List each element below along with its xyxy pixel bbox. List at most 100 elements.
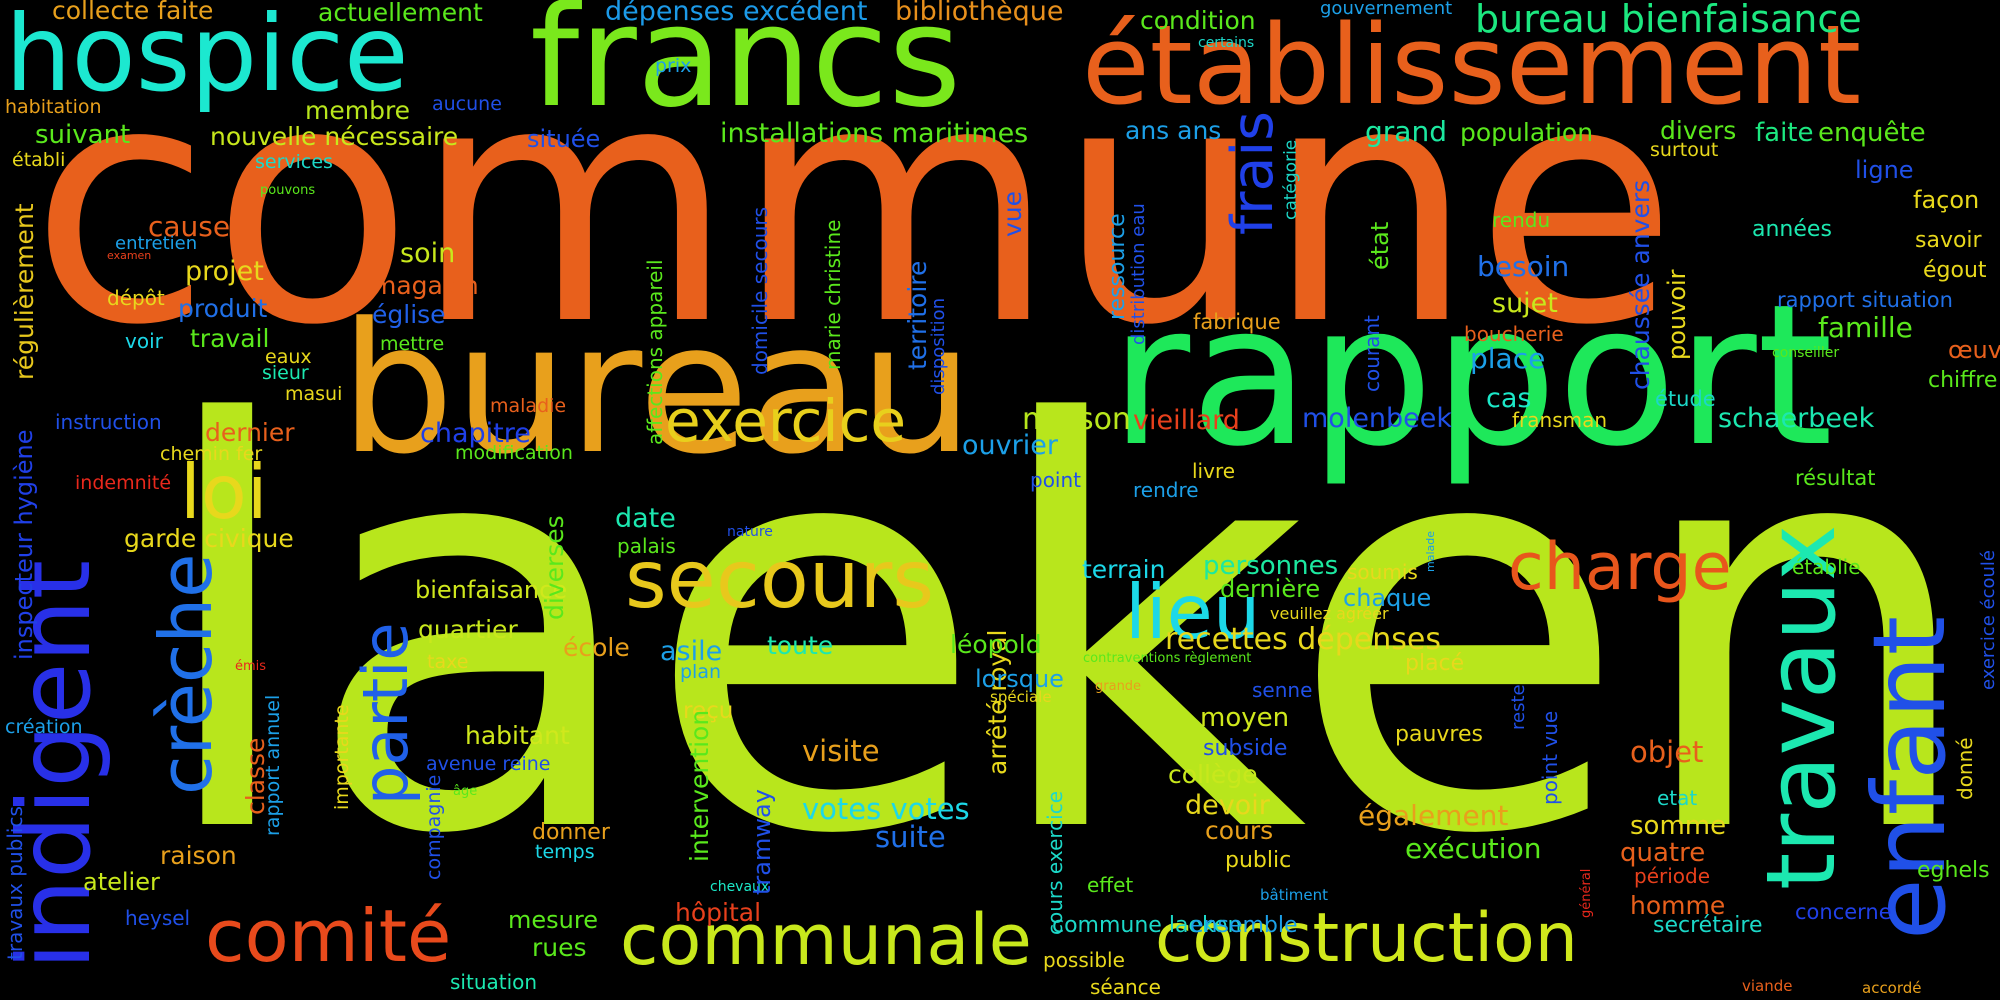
word-139: cours bbox=[1205, 816, 1274, 845]
word-80: toute bbox=[767, 631, 834, 660]
word-138: devoir bbox=[1185, 790, 1270, 821]
word-106: votes votes bbox=[802, 792, 970, 826]
word-94: atelier bbox=[83, 868, 160, 896]
word-79: asile bbox=[660, 636, 723, 667]
word-25: collecte faite bbox=[52, 0, 214, 25]
word-55: magasin bbox=[372, 271, 479, 300]
word-112: spéciale bbox=[990, 688, 1052, 706]
word-77: taxe bbox=[427, 651, 469, 673]
word-151: point vue bbox=[1538, 710, 1562, 805]
word-67: dernier bbox=[205, 418, 295, 447]
word-125: dernière bbox=[1220, 575, 1321, 603]
word-20: frais bbox=[1220, 111, 1286, 235]
word-167: résultat bbox=[1795, 466, 1876, 490]
word-96: temps bbox=[535, 841, 595, 863]
word-143: commune laeken bbox=[1052, 913, 1242, 938]
word-183: besoin bbox=[1477, 250, 1570, 283]
word-189: catégorie bbox=[1281, 139, 1301, 220]
word-147: pauvres bbox=[1395, 722, 1483, 747]
word-102: chevaux bbox=[710, 879, 770, 895]
word-70: modification bbox=[455, 442, 573, 464]
word-103: intervention bbox=[685, 709, 714, 862]
word-179: cas bbox=[1486, 383, 1532, 414]
word-19: exercice bbox=[665, 387, 907, 455]
word-113: date bbox=[615, 503, 676, 534]
word-4: francs bbox=[530, 0, 962, 139]
word-51: entretien bbox=[115, 233, 198, 254]
word-2: rapport bbox=[1110, 262, 1834, 489]
word-93: raison bbox=[160, 841, 237, 870]
word-149: exécution bbox=[1405, 832, 1542, 865]
word-41: faite bbox=[1755, 118, 1814, 148]
word-76: diverses bbox=[540, 515, 569, 620]
word-6: hospice bbox=[5, 0, 409, 115]
word-58: église bbox=[372, 300, 446, 329]
word-37: ans ans bbox=[1125, 116, 1222, 145]
word-115: nature bbox=[727, 524, 773, 540]
word-33: membre bbox=[305, 96, 411, 125]
word-17: lieu bbox=[1125, 568, 1261, 656]
word-114: palais bbox=[617, 534, 676, 558]
word-121: rendre bbox=[1133, 478, 1199, 502]
word-57: produit bbox=[178, 294, 268, 323]
word-42: enquête bbox=[1818, 118, 1926, 148]
word-156: période bbox=[1634, 864, 1711, 888]
word-89: âge bbox=[453, 784, 478, 799]
word-153: somme bbox=[1630, 811, 1727, 841]
word-198: affections appareil bbox=[643, 259, 667, 445]
word-34: suivant bbox=[35, 120, 131, 150]
word-91: compagnie bbox=[423, 774, 445, 880]
word-160: concerne bbox=[1795, 900, 1892, 924]
word-133: grande bbox=[1095, 679, 1142, 694]
word-16: partie bbox=[349, 622, 422, 805]
word-84: création bbox=[5, 716, 83, 738]
word-157: homme bbox=[1630, 891, 1726, 920]
word-168: chiffre bbox=[1928, 368, 1998, 393]
word-98: mesure bbox=[508, 906, 598, 934]
word-8: travaux bbox=[1747, 524, 1857, 890]
word-152: objet bbox=[1630, 735, 1704, 769]
word-163: eghels bbox=[1917, 858, 1990, 883]
word-129: veuillez agréer bbox=[1270, 604, 1389, 623]
word-127: chaque bbox=[1343, 584, 1432, 612]
word-135: moyen bbox=[1200, 703, 1290, 733]
word-182: sujet bbox=[1492, 288, 1558, 319]
word-99: rues bbox=[532, 933, 587, 962]
word-150: reste bbox=[1508, 684, 1529, 730]
word-95: donner bbox=[532, 820, 610, 845]
word-176: schaerbeek bbox=[1718, 403, 1875, 434]
word-46: établi bbox=[12, 149, 66, 171]
word-196: marie christine bbox=[821, 219, 845, 370]
word-75: quartier bbox=[418, 615, 518, 644]
word-48: pouvons bbox=[260, 183, 316, 198]
word-63: sieur bbox=[262, 362, 309, 384]
word-155: etat bbox=[1657, 786, 1698, 810]
word-18: loi bbox=[180, 448, 268, 536]
word-47: services bbox=[255, 151, 333, 173]
word-43: surtout bbox=[1650, 139, 1719, 161]
word-193: vue bbox=[998, 190, 1027, 237]
word-126: soumis bbox=[1347, 560, 1418, 584]
word-21: bureau bienfaisance bbox=[1475, 0, 1862, 41]
word-175: années bbox=[1752, 217, 1832, 242]
word-28: gouvernement bbox=[1320, 0, 1453, 19]
word-118: maison bbox=[1022, 402, 1131, 437]
word-142: bâtiment bbox=[1260, 886, 1328, 904]
word-38: grand bbox=[1365, 115, 1447, 148]
word-172: rapport situation bbox=[1777, 288, 1953, 312]
word-164: donné bbox=[1953, 737, 1977, 800]
word-190: fabrique bbox=[1193, 310, 1281, 334]
word-116: ouvrier bbox=[962, 430, 1058, 461]
word-52: examen bbox=[107, 249, 152, 262]
word-32: aucune bbox=[432, 93, 502, 115]
word-111: lorsque bbox=[975, 665, 1064, 693]
word-78: école bbox=[563, 633, 630, 662]
word-54: soin bbox=[400, 238, 456, 269]
word-171: conseiller bbox=[1772, 345, 1840, 361]
word-83: émis bbox=[235, 659, 267, 674]
word-66: maladie bbox=[490, 395, 567, 417]
word-195: territoire bbox=[903, 260, 932, 370]
word-159: secrétaire bbox=[1653, 913, 1763, 938]
word-130: recettes dépenses bbox=[1165, 622, 1441, 657]
word-12: construction bbox=[1155, 899, 1578, 978]
